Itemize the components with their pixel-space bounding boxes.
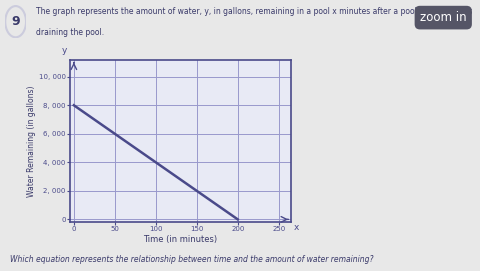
Text: 9: 9: [12, 15, 20, 28]
Text: The graph represents the amount of water, y, in gallons, remaining in a pool x m: The graph represents the amount of water…: [36, 7, 471, 16]
X-axis label: Time (in minutes): Time (in minutes): [143, 235, 217, 244]
Y-axis label: Water Remaining (in gallons): Water Remaining (in gallons): [27, 85, 36, 197]
Text: zoom in: zoom in: [419, 11, 466, 24]
Text: draining the pool.: draining the pool.: [36, 28, 104, 37]
Text: x: x: [293, 223, 298, 233]
Text: y: y: [61, 46, 67, 55]
Text: Which equation represents the relationship between time and the amount of water : Which equation represents the relationsh…: [10, 255, 372, 264]
